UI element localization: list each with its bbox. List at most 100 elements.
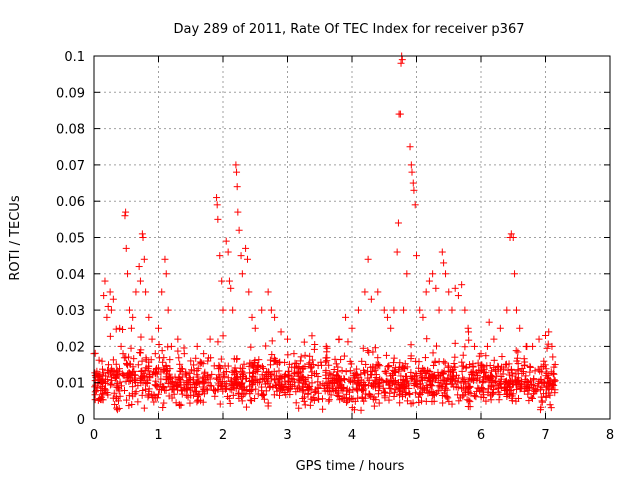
- data-point: [371, 384, 379, 392]
- x-axis-label: GPS time / hours: [296, 459, 405, 474]
- data-point: [390, 354, 398, 362]
- data-point: [114, 370, 122, 378]
- data-point: [170, 390, 178, 398]
- data-point: [285, 384, 293, 392]
- data-point: [450, 360, 458, 368]
- data-point: [300, 338, 308, 346]
- data-point: [218, 277, 226, 285]
- data-point: [411, 201, 419, 209]
- data-point: [445, 398, 453, 406]
- data-point: [538, 398, 546, 406]
- data-point: [166, 356, 174, 364]
- data-point: [430, 397, 438, 405]
- data-point: [108, 367, 116, 375]
- data-point: [393, 248, 401, 256]
- data-point: [106, 381, 114, 389]
- data-point: [172, 399, 180, 407]
- data-point: [332, 376, 340, 384]
- data-point: [193, 378, 201, 386]
- data-point: [422, 386, 430, 394]
- data-point: [126, 360, 134, 368]
- data-point: [496, 380, 504, 388]
- data-point: [353, 365, 361, 373]
- data-point: [160, 399, 168, 407]
- data-point: [490, 335, 498, 343]
- data-point: [199, 360, 207, 368]
- data-point: [440, 358, 448, 366]
- data-point: [395, 367, 403, 375]
- data-point: [192, 380, 200, 388]
- data-point: [174, 347, 182, 355]
- data-point: [325, 388, 333, 396]
- data-point: [446, 367, 454, 375]
- data-point: [319, 380, 327, 388]
- data-point: [111, 374, 119, 382]
- data-point: [424, 389, 432, 397]
- data-point: [461, 306, 469, 314]
- data-point: [482, 352, 490, 360]
- data-point: [200, 373, 208, 381]
- data-point: [337, 383, 345, 391]
- data-point: [248, 381, 256, 389]
- data-point: [369, 363, 377, 371]
- data-point: [503, 390, 511, 398]
- data-point: [216, 373, 224, 381]
- data-point: [303, 383, 311, 391]
- data-point: [251, 356, 259, 364]
- data-point: [248, 386, 256, 394]
- data-point: [120, 387, 128, 395]
- data-point: [369, 348, 377, 356]
- data-point: [386, 384, 394, 392]
- data-point: [109, 295, 117, 303]
- data-point: [143, 380, 151, 388]
- data-point: [288, 363, 296, 371]
- data-point: [138, 391, 146, 399]
- data-point: [219, 306, 227, 314]
- data-point: [124, 372, 132, 380]
- data-point: [91, 396, 99, 404]
- data-point: [413, 252, 420, 260]
- data-point: [155, 340, 163, 348]
- data-point: [497, 365, 505, 373]
- data-point: [284, 367, 292, 375]
- data-point: [226, 399, 234, 407]
- data-point: [249, 380, 257, 388]
- data-point: [487, 396, 495, 404]
- data-point: [252, 385, 260, 393]
- data-point: [519, 368, 527, 376]
- data-point: [284, 335, 291, 343]
- data-point: [411, 389, 419, 397]
- data-point: [338, 367, 346, 375]
- data-point: [408, 168, 416, 176]
- data-point: [407, 368, 415, 376]
- data-point: [193, 367, 201, 375]
- data-point: [137, 333, 145, 341]
- data-point: [240, 360, 248, 368]
- data-point: [190, 361, 198, 369]
- data-point: [268, 337, 276, 345]
- data-point: [245, 288, 253, 296]
- data-point: [488, 367, 496, 375]
- data-point: [162, 270, 170, 278]
- data-point: [346, 386, 354, 394]
- data-point: [99, 390, 107, 398]
- data-point: [167, 342, 175, 350]
- data-point: [443, 386, 451, 394]
- data-point: [399, 376, 407, 384]
- data-point: [185, 374, 193, 382]
- data-point: [442, 270, 450, 278]
- data-point: [309, 361, 317, 369]
- data-point: [251, 377, 259, 385]
- data-point: [327, 391, 335, 399]
- data-point: [437, 382, 445, 390]
- x-tick-label: 8: [606, 428, 614, 443]
- data-point: [351, 397, 359, 405]
- data-point: [464, 403, 472, 411]
- data-point: [297, 353, 305, 361]
- data-point: [362, 360, 370, 368]
- data-point: [118, 370, 126, 378]
- data-point: [417, 384, 425, 392]
- data-point: [176, 378, 184, 386]
- data-point: [136, 277, 144, 285]
- data-point: [513, 354, 521, 362]
